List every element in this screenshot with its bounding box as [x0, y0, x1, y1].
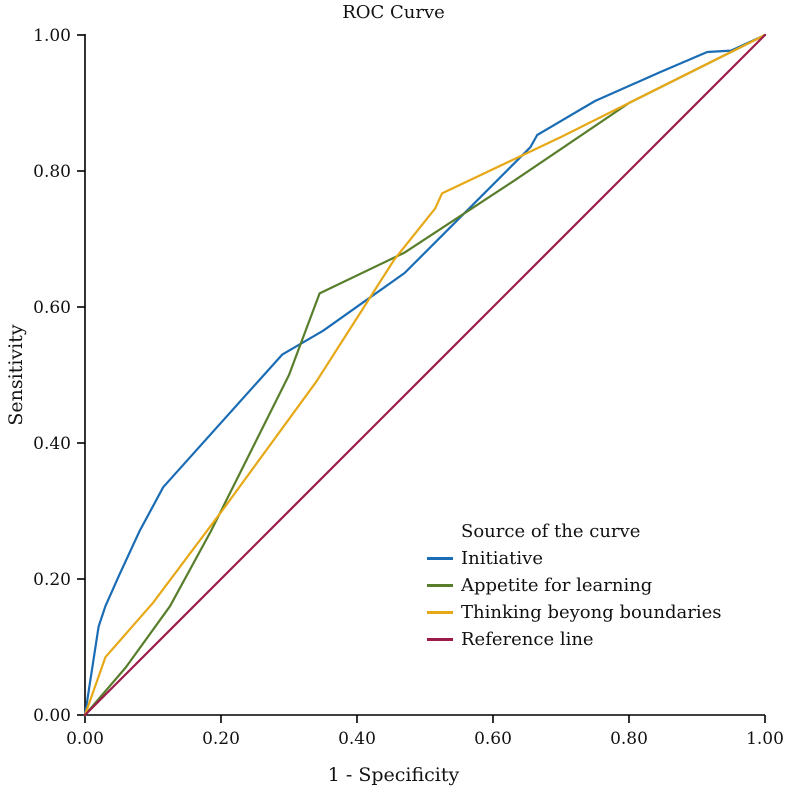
- y-tick-label: 0.60: [33, 298, 71, 318]
- legend-swatch-icon: [427, 638, 453, 641]
- legend-item-2: Thinking beyong boundaries: [427, 599, 722, 626]
- x-tick-label: 0.00: [66, 729, 104, 749]
- x-tick-label: 0.40: [338, 729, 376, 749]
- y-tick-label: 0.40: [33, 434, 71, 454]
- y-tick-label: 1.00: [33, 26, 71, 46]
- legend-item-0: Initiative: [427, 545, 722, 572]
- x-tick-label: 0.80: [610, 729, 648, 749]
- legend-label: Appetite for learning: [461, 575, 653, 596]
- legend-swatch-icon: [427, 584, 453, 587]
- legend-swatch-icon: [427, 557, 453, 560]
- legend-rows: Initiative Appetite for learning Thinking …: [427, 545, 722, 653]
- series-line-1: [83, 33, 767, 717]
- x-tick-label: 0.20: [202, 729, 240, 749]
- y-axis-label: Sensitivity: [5, 324, 27, 426]
- legend-label: Reference line: [461, 629, 594, 650]
- legend-label: Initiative: [461, 548, 543, 569]
- y-tick-label: 0.20: [33, 570, 71, 590]
- series-line-2: [83, 33, 767, 717]
- legend-item-3: Reference line: [427, 626, 722, 653]
- series-line-0: [83, 33, 767, 717]
- legend-swatch-icon: [427, 611, 453, 614]
- legend: Source of the curve Initiative Appetite f…: [427, 518, 722, 653]
- y-tick-label: 0.00: [33, 706, 71, 726]
- legend-title: Source of the curve: [461, 521, 641, 542]
- y-tick-label: 0.80: [33, 162, 71, 182]
- chart-title: ROC Curve: [342, 2, 445, 23]
- legend-item-1: Appetite for learning: [427, 572, 722, 599]
- x-axis-label: 1 - Specificity: [327, 764, 460, 786]
- x-tick-label: 1.00: [746, 729, 784, 749]
- x-tick-label: 0.60: [474, 729, 512, 749]
- series-line-3: [83, 33, 767, 717]
- legend-label: Thinking beyong boundaries: [461, 602, 722, 623]
